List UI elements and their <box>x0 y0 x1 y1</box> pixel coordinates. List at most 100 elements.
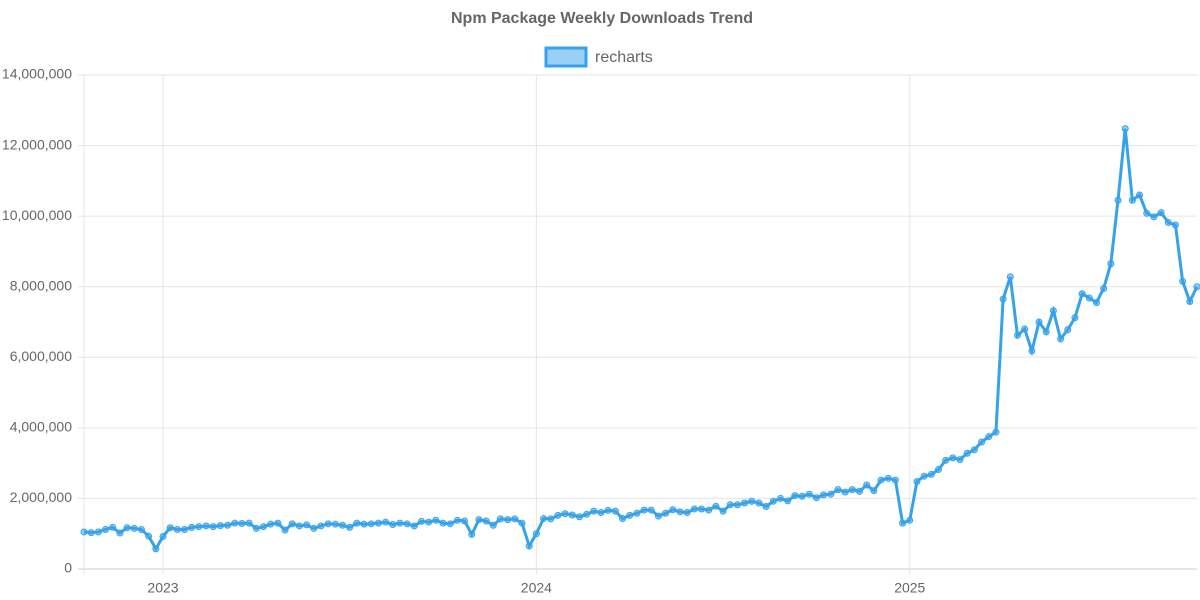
data-point <box>927 470 935 478</box>
data-point <box>116 529 124 537</box>
data-point <box>310 524 318 532</box>
data-point <box>410 522 418 530</box>
data-point <box>820 491 828 499</box>
data-point <box>640 506 648 514</box>
data-point <box>1193 283 1200 291</box>
data-point <box>1136 191 1144 199</box>
data-point <box>540 515 548 523</box>
data-point <box>1078 290 1086 298</box>
data-point <box>1100 284 1108 292</box>
data-point <box>669 506 677 514</box>
data-point <box>353 519 361 527</box>
data-point <box>1092 299 1100 307</box>
data-point <box>856 487 864 495</box>
data-point <box>461 517 469 525</box>
data-point <box>956 456 964 464</box>
data-point <box>963 449 971 457</box>
data-point <box>267 520 275 528</box>
data-point <box>245 519 253 527</box>
data-point <box>611 507 619 515</box>
data-point <box>1143 209 1151 217</box>
data-point <box>741 499 749 507</box>
data-point <box>999 295 1007 303</box>
data-point <box>891 476 899 484</box>
data-point <box>1042 328 1050 336</box>
data-point <box>992 428 1000 436</box>
data-point <box>511 515 519 523</box>
data-point <box>755 499 763 507</box>
data-point <box>504 516 512 524</box>
data-point <box>1057 335 1065 343</box>
data-point <box>633 509 641 517</box>
y-tick-label: 4,000,000 <box>10 419 72 435</box>
data-point <box>863 481 871 489</box>
data-point <box>827 490 835 498</box>
data-point <box>791 492 799 500</box>
x-tick-label: 2024 <box>521 580 552 596</box>
data-point <box>475 516 483 524</box>
data-point <box>834 486 842 494</box>
data-point <box>496 515 504 523</box>
data-point <box>712 502 720 510</box>
data-point <box>870 487 878 495</box>
data-point <box>324 520 332 528</box>
data-point <box>1150 213 1158 221</box>
data-point <box>224 521 232 529</box>
data-point <box>209 523 217 531</box>
data-point <box>1085 294 1093 302</box>
data-point <box>374 519 382 527</box>
data-point <box>949 454 957 462</box>
data-point <box>468 530 476 538</box>
data-point <box>231 519 239 527</box>
data-point <box>769 497 777 505</box>
data-point <box>281 526 289 534</box>
data-point <box>317 522 325 530</box>
data-point <box>295 522 303 530</box>
data-point <box>547 515 555 523</box>
data-point <box>920 472 928 480</box>
data-point <box>173 525 181 533</box>
data-point <box>396 519 404 527</box>
data-point <box>784 497 792 505</box>
data-point <box>109 523 117 531</box>
data-point <box>403 520 411 528</box>
data-point <box>346 523 354 531</box>
data-point <box>985 433 993 441</box>
data-point <box>626 511 634 519</box>
y-tick-label: 0 <box>64 560 72 576</box>
data-point <box>188 523 196 531</box>
data-point <box>274 519 282 527</box>
data-point <box>331 520 339 528</box>
data-point <box>446 520 454 528</box>
data-point <box>597 509 605 517</box>
data-point <box>1164 218 1172 226</box>
data-point <box>181 525 189 533</box>
data-point <box>1128 196 1136 204</box>
data-point <box>762 503 770 511</box>
x-tick-label: 2025 <box>894 580 925 596</box>
data-point <box>561 510 569 518</box>
data-point <box>970 446 978 454</box>
data-point <box>1171 221 1179 229</box>
data-point <box>812 494 820 502</box>
data-point <box>137 525 145 533</box>
data-point <box>145 532 153 540</box>
data-point <box>913 477 921 485</box>
data-point <box>798 492 806 500</box>
data-point <box>568 511 576 519</box>
data-point <box>841 488 849 496</box>
data-point <box>719 507 727 515</box>
data-point <box>748 497 756 505</box>
data-point <box>432 516 440 524</box>
y-tick-label: 14,000,000 <box>2 66 72 82</box>
data-point <box>339 521 347 529</box>
data-point <box>805 490 813 498</box>
data-point <box>202 522 210 530</box>
data-point <box>123 524 131 532</box>
data-point <box>532 530 540 538</box>
y-tick-label: 2,000,000 <box>10 489 72 505</box>
data-point <box>260 523 268 531</box>
data-point <box>676 508 684 516</box>
